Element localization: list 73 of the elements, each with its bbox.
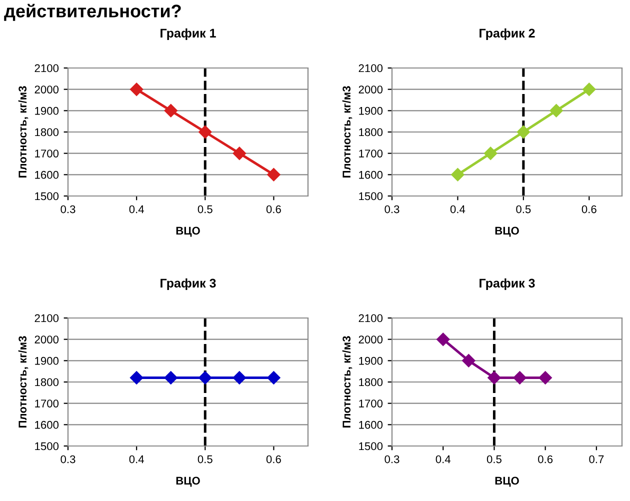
y-tick-label: 2100	[34, 64, 59, 72]
y-tick-label: 2100	[34, 314, 59, 322]
y-tick-label: 1500	[359, 192, 383, 200]
point	[130, 82, 144, 96]
y-tick-label: 2000	[34, 86, 59, 94]
y-tick-label: 1600	[35, 170, 59, 179]
point	[550, 104, 563, 118]
y-tick-label: 1500	[359, 442, 383, 450]
point	[488, 371, 501, 384]
x-axis-title: ВЦО	[176, 476, 200, 487]
point	[582, 82, 596, 96]
y-tick-label: 1900	[35, 356, 59, 365]
point	[538, 371, 552, 384]
y-tick-label: 2100	[358, 64, 383, 72]
y-tick-label: 2000	[358, 86, 383, 94]
y-tick-label: 1700	[359, 400, 383, 408]
x-axis-title: ВЦО	[176, 226, 200, 237]
x-tick-label: 0.3	[60, 205, 76, 214]
y-tick-label: 2000	[34, 336, 59, 344]
point	[513, 371, 526, 384]
point	[267, 168, 280, 182]
x-tick-label: 0.6	[266, 205, 281, 214]
y-tick-label: 1900	[359, 356, 383, 365]
y-tick-label: 1700	[35, 400, 59, 408]
y-tick-label: 1900	[35, 106, 59, 115]
point	[198, 125, 212, 139]
chart-title: График 2	[480, 28, 535, 40]
y-tick-label: 1900	[359, 106, 383, 115]
x-axis-title: ВЦО	[495, 476, 519, 487]
x-tick-label: 0.4	[450, 205, 466, 214]
y-tick-label: 1800	[359, 128, 383, 136]
x-tick-label: 0.4	[129, 205, 144, 214]
y-tick-label: 1700	[35, 150, 59, 158]
y-tick-label: 1600	[35, 420, 59, 429]
x-tick-label: 0.6	[266, 455, 281, 464]
text: действительности?	[4, 4, 181, 21]
x-tick-label: 0.5	[198, 205, 212, 214]
point	[451, 168, 464, 182]
x-tick-label: 0.6	[582, 205, 596, 214]
x-tick-label: 0.3	[384, 205, 400, 214]
x-tick-label: 0.4	[129, 455, 144, 464]
point	[232, 146, 246, 160]
x-tick-label: 0.5	[516, 205, 531, 214]
x-tick-label: 0.5	[198, 455, 212, 464]
x-tick-label: 0.3	[384, 455, 400, 464]
point	[484, 146, 498, 160]
y-axis-title: Плотность, кг/м3	[18, 86, 28, 178]
point	[164, 104, 178, 118]
x-axis-title: ВЦО	[495, 226, 519, 237]
chart-title: График 3	[480, 278, 535, 290]
y-tick-label: 1800	[35, 378, 59, 386]
x-tick-label: 0.3	[60, 455, 76, 464]
point	[436, 332, 450, 346]
chart-title: График 1	[160, 28, 216, 40]
y-tick-label: 1600	[359, 170, 383, 179]
x-tick-label: 0.4	[436, 455, 451, 464]
point	[462, 354, 476, 368]
x-tick-label: 0.7	[589, 455, 604, 464]
x-tick-label: 0.5	[486, 455, 502, 464]
y-tick-label: 2100	[358, 314, 383, 322]
y-tick-label: 1700	[359, 150, 383, 158]
point	[516, 125, 530, 139]
y-tick-label: 1500	[35, 442, 59, 450]
y-tick-label: 1800	[359, 378, 383, 386]
y-axis-title: Плотность, кг/м3	[342, 86, 352, 178]
y-axis-title: Плотность, кг/м3	[18, 336, 28, 428]
chart-title: График 3	[160, 278, 216, 290]
y-tick-label: 1800	[35, 128, 59, 136]
x-tick-label: 0.6	[538, 455, 553, 464]
y-tick-label: 1500	[35, 192, 59, 200]
y-axis-title: Плотность, кг/м3	[342, 336, 352, 428]
y-tick-label: 1600	[359, 420, 383, 429]
y-tick-label: 2000	[358, 336, 383, 344]
